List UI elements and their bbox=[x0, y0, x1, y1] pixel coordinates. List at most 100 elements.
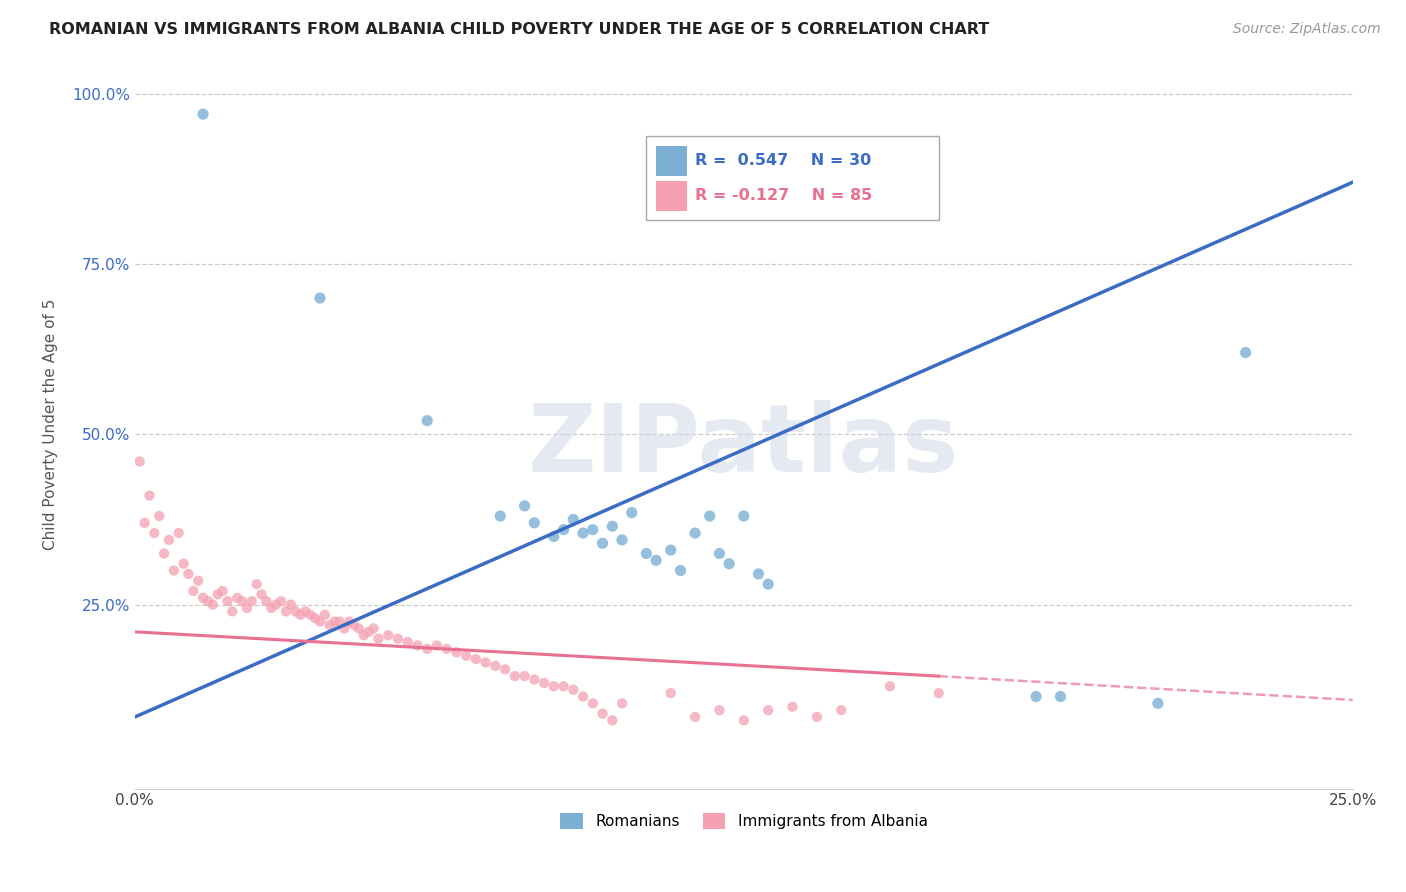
Point bbox=[592, 536, 614, 550]
Point bbox=[416, 414, 439, 428]
Point bbox=[173, 557, 195, 571]
Point bbox=[733, 509, 755, 524]
Point bbox=[304, 611, 326, 625]
Point bbox=[143, 526, 166, 541]
Point bbox=[270, 594, 292, 608]
Point bbox=[314, 607, 336, 622]
Point bbox=[610, 697, 633, 711]
FancyBboxPatch shape bbox=[657, 145, 686, 177]
Point bbox=[191, 591, 214, 605]
Point bbox=[148, 509, 170, 524]
Point bbox=[464, 652, 486, 666]
Point bbox=[343, 618, 366, 632]
Point bbox=[513, 669, 536, 683]
Point bbox=[489, 509, 512, 524]
Point bbox=[1025, 690, 1047, 704]
Point bbox=[669, 564, 692, 578]
Point bbox=[240, 594, 263, 608]
Point bbox=[163, 564, 186, 578]
Point bbox=[1147, 697, 1170, 711]
Point bbox=[387, 632, 409, 646]
Point bbox=[353, 628, 375, 642]
Point bbox=[319, 618, 342, 632]
Point bbox=[377, 628, 399, 642]
Point bbox=[600, 519, 623, 533]
Point bbox=[436, 641, 458, 656]
Point bbox=[226, 591, 249, 605]
Point bbox=[128, 454, 150, 468]
Point bbox=[333, 622, 356, 636]
Point bbox=[582, 523, 605, 537]
Point bbox=[572, 690, 595, 704]
Point bbox=[363, 622, 385, 636]
Legend: Romanians, Immigrants from Albania: Romanians, Immigrants from Albania bbox=[554, 807, 934, 836]
Point bbox=[1049, 690, 1071, 704]
Point bbox=[309, 291, 332, 305]
Text: ROMANIAN VS IMMIGRANTS FROM ALBANIA CHILD POVERTY UNDER THE AGE OF 5 CORRELATION: ROMANIAN VS IMMIGRANTS FROM ALBANIA CHIL… bbox=[49, 22, 990, 37]
Point bbox=[620, 506, 643, 520]
Point bbox=[217, 594, 239, 608]
Point bbox=[201, 598, 224, 612]
Point bbox=[197, 594, 219, 608]
Point bbox=[709, 547, 731, 561]
Point bbox=[426, 639, 449, 653]
Point bbox=[221, 604, 243, 618]
Point bbox=[284, 604, 307, 618]
Point bbox=[543, 679, 565, 693]
Point bbox=[683, 526, 706, 541]
Point bbox=[367, 632, 389, 646]
Point bbox=[523, 516, 546, 530]
Point bbox=[699, 509, 721, 524]
Point bbox=[406, 639, 429, 653]
Point bbox=[260, 601, 283, 615]
Point bbox=[294, 604, 316, 618]
Point bbox=[280, 598, 302, 612]
Text: ZIPatlas: ZIPatlas bbox=[529, 400, 959, 491]
Point bbox=[592, 706, 614, 721]
Point bbox=[484, 659, 506, 673]
Point bbox=[309, 615, 332, 629]
Point bbox=[1234, 345, 1257, 359]
Point bbox=[134, 516, 156, 530]
Point bbox=[543, 529, 565, 543]
Point bbox=[659, 686, 682, 700]
FancyBboxPatch shape bbox=[647, 136, 939, 220]
Point bbox=[683, 710, 706, 724]
Point bbox=[290, 607, 312, 622]
Point bbox=[782, 699, 804, 714]
Point bbox=[250, 587, 273, 601]
Point bbox=[709, 703, 731, 717]
Point bbox=[138, 489, 160, 503]
Point bbox=[645, 553, 668, 567]
Point bbox=[337, 615, 360, 629]
Point bbox=[636, 547, 658, 561]
Point bbox=[747, 566, 769, 581]
Point bbox=[157, 533, 180, 547]
Point bbox=[207, 587, 229, 601]
Point bbox=[523, 673, 546, 687]
Text: Source: ZipAtlas.com: Source: ZipAtlas.com bbox=[1233, 22, 1381, 37]
Point bbox=[659, 543, 682, 558]
Point bbox=[806, 710, 828, 724]
Point bbox=[446, 645, 468, 659]
Point bbox=[246, 577, 269, 591]
Point bbox=[231, 594, 253, 608]
Point bbox=[183, 584, 205, 599]
Point bbox=[328, 615, 350, 629]
Point bbox=[236, 601, 259, 615]
Y-axis label: Child Poverty Under the Age of 5: Child Poverty Under the Age of 5 bbox=[44, 299, 58, 549]
Point bbox=[553, 523, 575, 537]
Point bbox=[928, 686, 950, 700]
Point bbox=[718, 557, 741, 571]
Point bbox=[323, 615, 346, 629]
Point bbox=[177, 566, 200, 581]
Point bbox=[264, 598, 287, 612]
Point bbox=[274, 604, 297, 618]
Point bbox=[733, 714, 755, 728]
Point bbox=[756, 703, 779, 717]
Point bbox=[357, 624, 380, 639]
Point bbox=[879, 679, 901, 693]
Point bbox=[187, 574, 209, 588]
Point bbox=[533, 676, 555, 690]
Point bbox=[513, 499, 536, 513]
